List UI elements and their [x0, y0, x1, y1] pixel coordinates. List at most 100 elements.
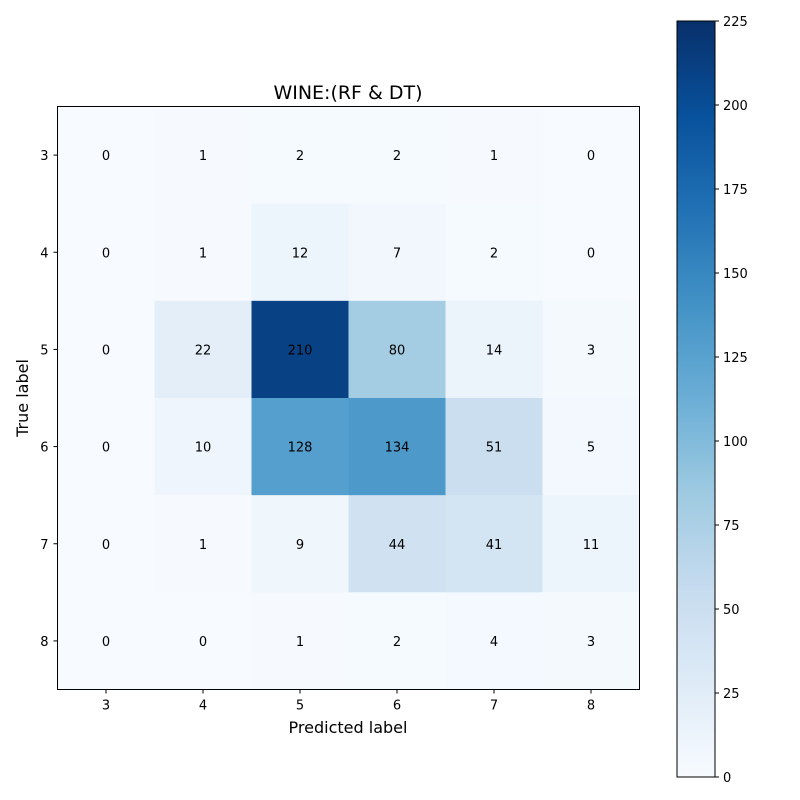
colorbar	[676, 20, 716, 778]
x-tick-label: 3	[102, 699, 110, 714]
heatmap-cell	[57, 203, 155, 302]
heatmap-cell	[542, 592, 640, 690]
colorbar-tick-label: 50	[723, 603, 740, 618]
heatmap-cell	[251, 495, 349, 593]
heatmap-cell	[251, 203, 349, 302]
cell-value-label: 0	[102, 343, 110, 358]
heatmap-cell	[154, 300, 252, 399]
heatmap-cell	[542, 106, 640, 205]
cell-value-labels: 0 1 2 2 1 00 1 12 7 2 00 22 210 80 14 30 10 128 134 51 50 1 9 4…	[102, 149, 599, 650]
heatmap-cell	[445, 300, 543, 399]
cell-value-label: 1	[199, 149, 207, 164]
y-tick-label: 4	[40, 246, 48, 261]
colorbar-tick-label: 200	[723, 99, 748, 114]
y-tick-label: 6	[40, 441, 48, 456]
heatmap-cell	[542, 495, 640, 593]
heatmap-cell	[57, 398, 155, 496]
heatmap-cell	[445, 592, 543, 690]
x-tick-label: 7	[490, 699, 498, 714]
plot-frame	[57, 106, 640, 690]
colorbar-tick-label: 175	[723, 183, 748, 198]
cell-value-label: 1	[490, 149, 498, 164]
heatmap-cell	[251, 592, 349, 690]
cell-value-label: 12	[292, 246, 309, 261]
cell-value-label: 0	[102, 246, 110, 261]
y-tick-label: 7	[40, 538, 48, 553]
y-axis-label: True label	[13, 359, 32, 438]
heatmap-cell	[348, 203, 446, 302]
cell-value-label: 1	[296, 635, 304, 650]
colorbar-tick-label: 150	[723, 267, 748, 282]
heatmap-cell	[542, 300, 640, 399]
heatmap-cell	[251, 398, 349, 496]
colorbar-tick-label: 225	[723, 15, 748, 30]
heatmap-cell	[348, 495, 446, 593]
chart-title: WINE:(RF & DT)	[273, 82, 422, 104]
cell-value-label: 2	[490, 246, 498, 261]
cell-value-label: 14	[486, 343, 503, 358]
cell-value-label: 3	[587, 635, 595, 650]
heatmap-cell	[542, 398, 640, 496]
heatmap-cell	[154, 203, 252, 302]
heatmap-cell	[542, 203, 640, 302]
cell-value-label: 9	[296, 538, 304, 553]
heatmap-cell	[57, 495, 155, 593]
heatmap-cell	[445, 203, 543, 302]
heatmap-cell	[348, 398, 446, 496]
cell-value-label: 11	[583, 538, 600, 553]
colorbar-tick-label: 0	[723, 771, 731, 786]
cell-value-label: 128	[288, 441, 313, 456]
cell-value-label: 5	[587, 441, 595, 456]
heatmap-cells	[57, 106, 640, 690]
x-axis-label: Predicted label	[289, 718, 408, 737]
cell-value-label: 0	[587, 149, 595, 164]
heatmap-cell	[251, 106, 349, 205]
heatmap-cell	[251, 300, 349, 399]
cell-value-label: 7	[393, 246, 401, 261]
cell-value-label: 2	[393, 635, 401, 650]
cell-value-label: 0	[102, 149, 110, 164]
x-tick-label: 6	[393, 699, 401, 714]
cell-value-label: 2	[296, 149, 304, 164]
cell-value-label: 41	[486, 538, 503, 553]
heatmap-cell	[445, 106, 543, 205]
cell-value-label: 0	[587, 246, 595, 261]
x-axis-ticks: 3 4 5 6 7 8	[102, 689, 595, 714]
y-tick-label: 8	[40, 635, 48, 650]
cell-value-label: 22	[195, 343, 212, 358]
cell-value-label: 134	[385, 441, 410, 456]
y-tick-label: 5	[40, 343, 48, 358]
cell-value-label: 3	[587, 343, 595, 358]
x-tick-label: 8	[587, 699, 595, 714]
x-tick-label: 5	[296, 699, 304, 714]
colorbar-tick-label: 125	[723, 351, 748, 366]
colorbar-tick-label: 100	[723, 435, 748, 450]
heatmap-cell	[154, 106, 252, 205]
cell-value-label: 4	[490, 635, 498, 650]
cell-value-label: 0	[102, 538, 110, 553]
heatmap-cell	[154, 398, 252, 496]
cell-value-label: 10	[195, 441, 212, 456]
y-axis-ticks: 3 4 5 6 7 8	[40, 149, 58, 650]
cell-value-label: 51	[486, 441, 503, 456]
heatmap-cell	[348, 300, 446, 399]
cell-value-label: 0	[199, 635, 207, 650]
cell-value-label: 210	[288, 343, 313, 358]
cell-value-label: 0	[102, 635, 110, 650]
heatmap-cell	[57, 106, 155, 205]
colorbar-tick-label: 25	[723, 687, 740, 702]
colorbar-ticks: 0 25 50 75 100 125 150 175 200 225	[715, 15, 748, 786]
colorbar-tick-label: 75	[723, 519, 740, 534]
heatmap-cell	[154, 592, 252, 690]
heatmap-cell	[57, 592, 155, 690]
heatmap-cell	[348, 106, 446, 205]
cell-value-label: 0	[102, 441, 110, 456]
cell-value-label: 44	[389, 538, 406, 553]
heatmap-cell	[154, 495, 252, 593]
heatmap-cell	[445, 495, 543, 593]
heatmap-cell	[445, 398, 543, 496]
cell-value-label: 1	[199, 246, 207, 261]
cell-value-label: 80	[389, 343, 406, 358]
heatmap-cell	[348, 592, 446, 690]
